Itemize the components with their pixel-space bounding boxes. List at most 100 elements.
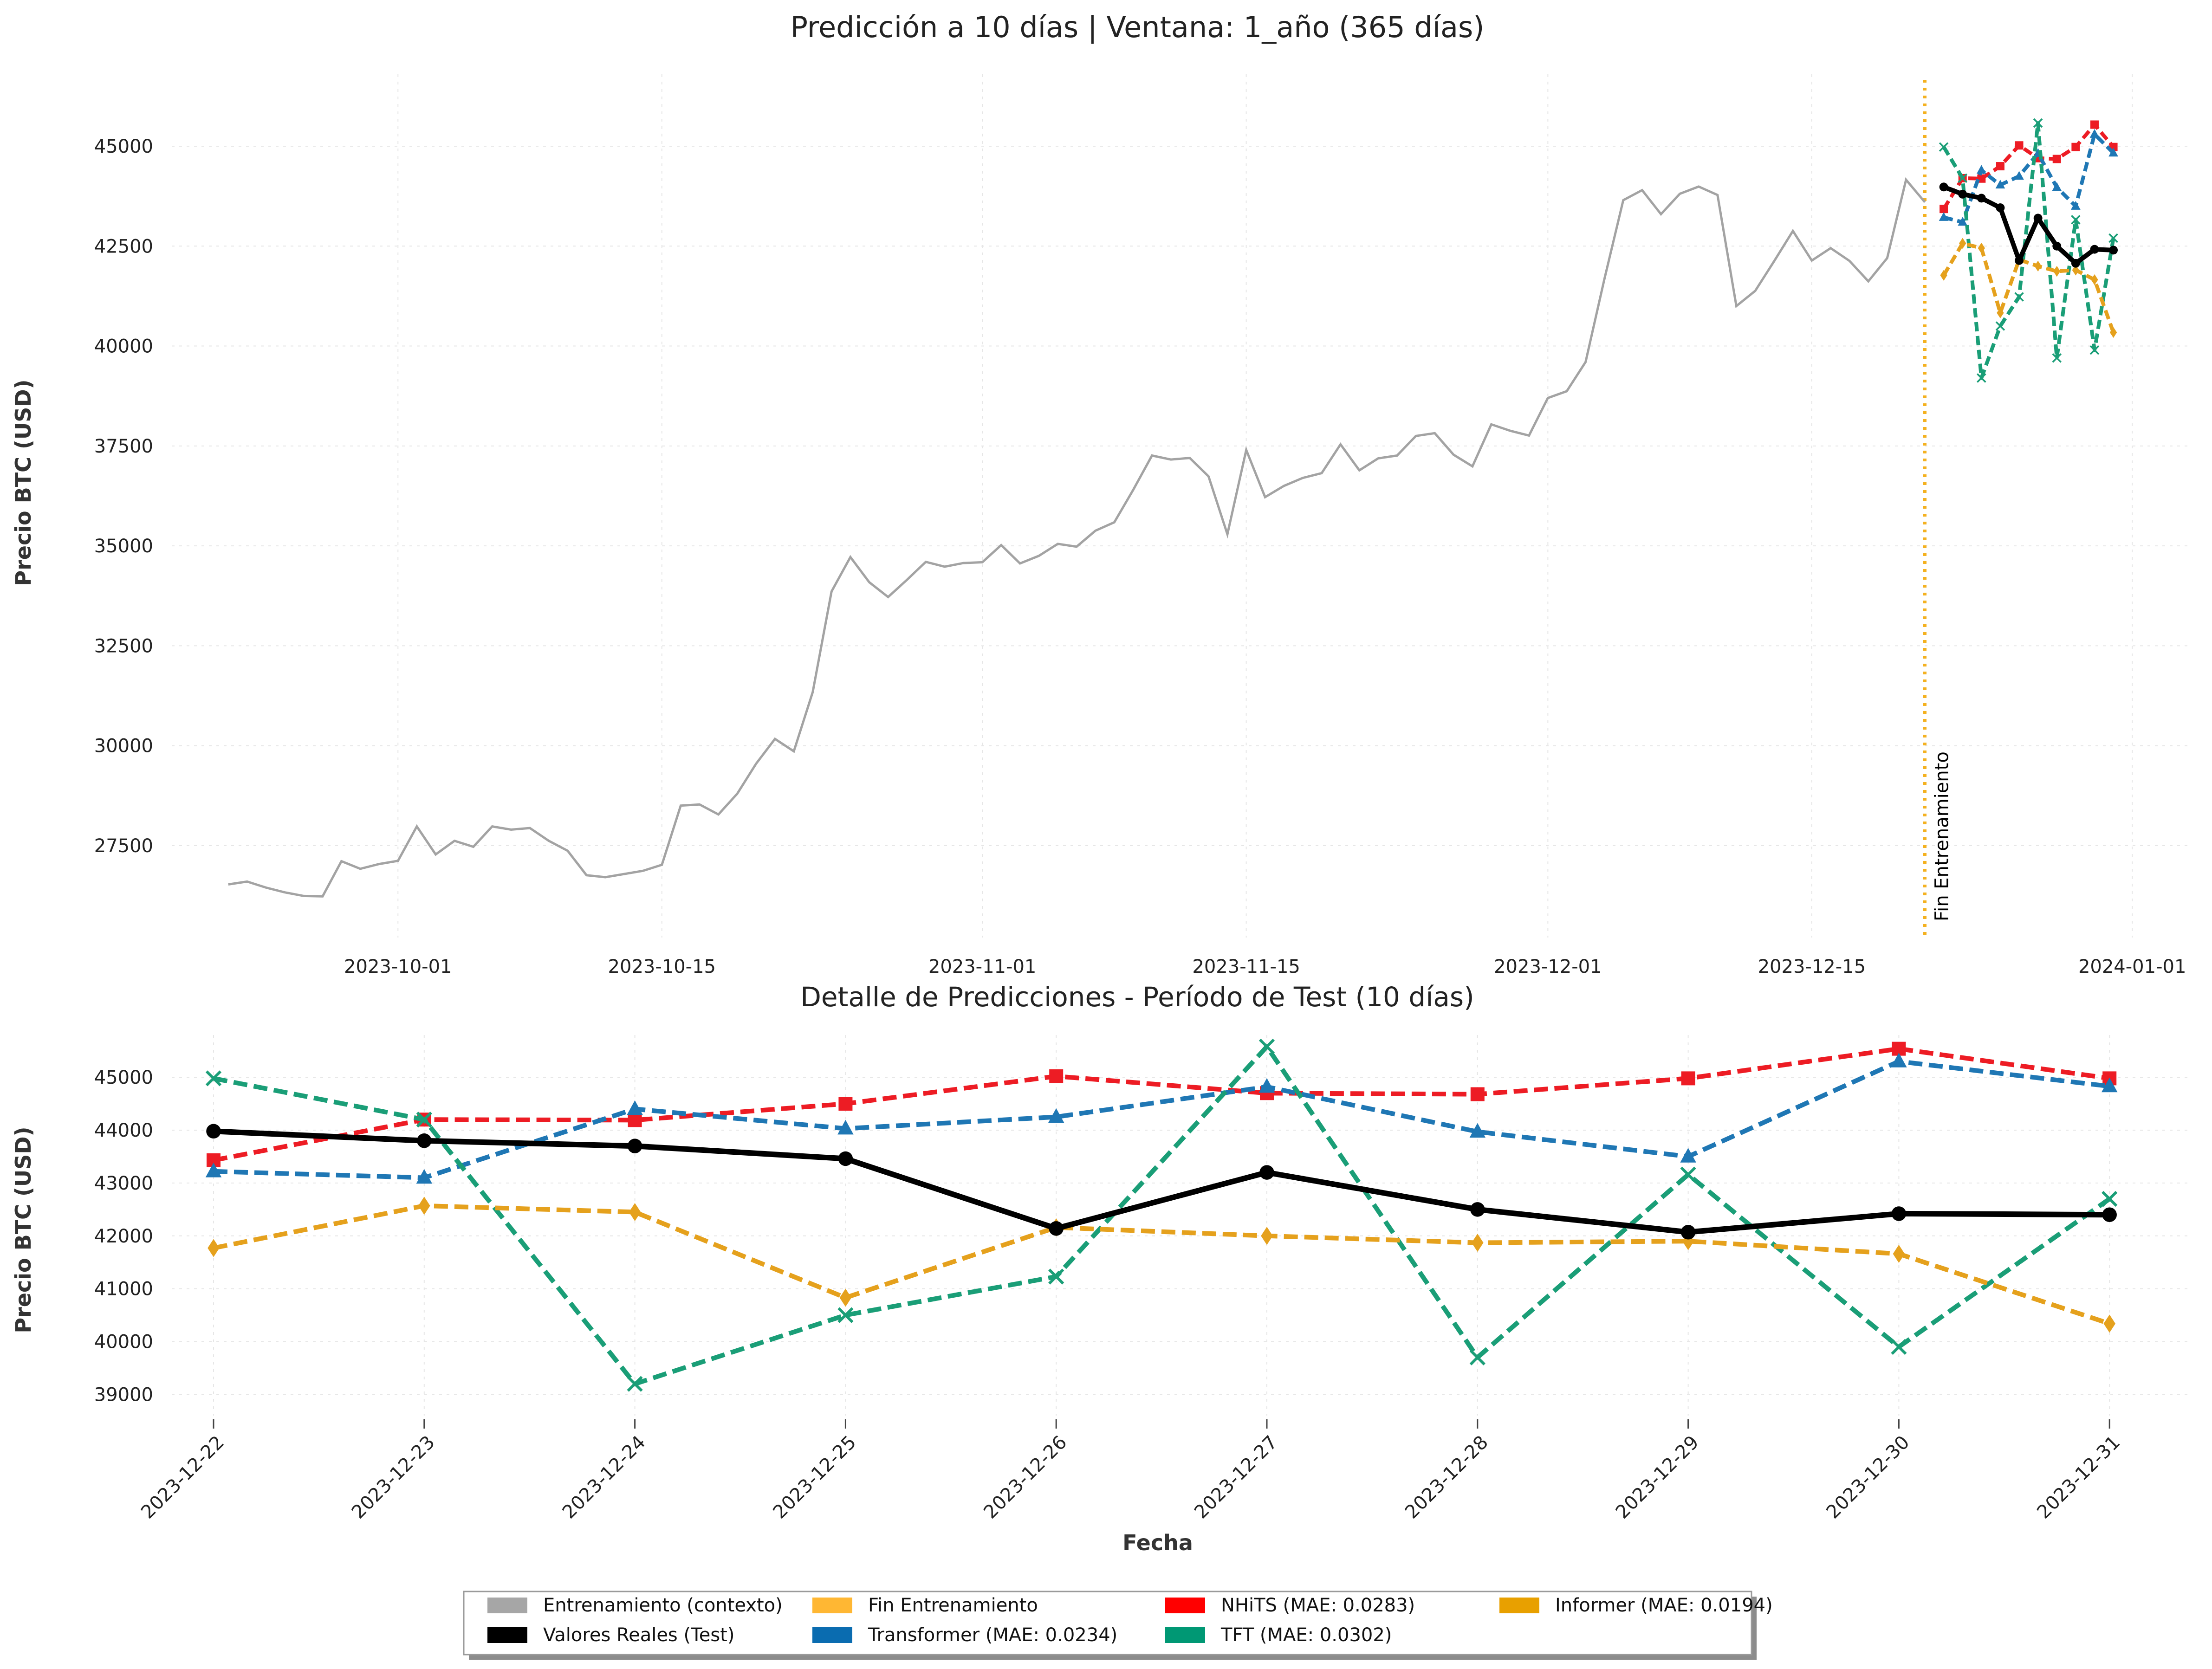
y-tick-label: 37500 — [94, 436, 153, 457]
legend-swatch — [812, 1598, 852, 1613]
series-transformer — [205, 1053, 2118, 1184]
top-series-line-valores — [1943, 185, 2114, 266]
top-point-valores — [2015, 256, 2024, 265]
point-tft — [837, 1307, 854, 1323]
legend-label: NHiTS (MAE: 0.0283) — [1221, 1595, 1415, 1616]
point-tft — [1469, 1349, 1485, 1365]
point-informer — [2103, 1314, 2115, 1333]
point-transformer — [1048, 1108, 1064, 1123]
legend-swatch — [487, 1627, 527, 1643]
point-transformer — [1891, 1053, 1907, 1067]
top-point-tft — [1995, 321, 2005, 331]
top-point-nhits — [2015, 141, 2024, 150]
point-valores — [627, 1139, 642, 1153]
top-point-valores — [1939, 182, 1948, 192]
top-point-nhits — [2052, 155, 2061, 163]
series-tft — [205, 1038, 2118, 1392]
point-informer — [629, 1203, 641, 1222]
top-point-tft — [2108, 233, 2118, 243]
legend: Entrenamiento (contexto) Valores Reales (… — [463, 1591, 1773, 1660]
point-transformer — [1680, 1148, 1696, 1163]
point-transformer — [205, 1163, 222, 1177]
top-point-nhits — [2090, 120, 2099, 129]
top-grid — [172, 74, 2189, 938]
y-tick-label: 45000 — [94, 1067, 153, 1088]
y-tick-label: 45000 — [94, 136, 153, 157]
point-tft — [627, 1376, 643, 1392]
point-transformer — [837, 1119, 854, 1135]
point-nhits — [628, 1113, 642, 1127]
point-nhits — [838, 1097, 853, 1111]
point-valores — [1680, 1225, 1696, 1240]
point-valores — [417, 1133, 432, 1148]
top-point-informer — [2091, 274, 2098, 285]
top-point-valores — [2090, 245, 2099, 254]
point-informer — [1893, 1245, 1905, 1263]
top-point-transformer — [1958, 217, 1968, 226]
top-point-informer — [2053, 265, 2061, 277]
training-end-label: Fin Entrenamiento — [1931, 751, 1953, 921]
top-point-informer — [2109, 327, 2117, 338]
top-point-informer — [1978, 242, 1985, 254]
bottom-y-axis-label: Precio BTC (USD) — [11, 1126, 36, 1333]
bottom-y-ticks: 39000 40000 41000 42000 43000 44000 45000 — [94, 1067, 153, 1405]
x-tick-label: 2023-10-15 — [608, 956, 716, 977]
point-valores — [1049, 1221, 1064, 1236]
top-point-informer — [1959, 238, 1966, 249]
point-valores — [2102, 1207, 2117, 1222]
top-chart-title: Predicción a 10 días | Ventana: 1_año (3… — [791, 10, 1485, 45]
legend-swatch — [1499, 1598, 1539, 1613]
point-informer — [1261, 1227, 1273, 1245]
top-point-informer — [1997, 307, 2004, 318]
top-series-tft — [1939, 118, 2118, 383]
point-transformer — [416, 1169, 433, 1184]
legend-swatch — [812, 1627, 852, 1643]
point-tft — [1258, 1038, 1275, 1055]
point-nhits — [1681, 1071, 1695, 1086]
point-informer — [839, 1288, 852, 1307]
top-point-tft — [1939, 142, 1949, 152]
y-tick-label: 44000 — [94, 1120, 153, 1141]
point-valores — [206, 1124, 221, 1139]
top-point-valores — [2052, 241, 2062, 251]
point-tft — [205, 1070, 222, 1087]
point-informer — [208, 1239, 220, 1257]
top-y-ticks: 27500 30000 32500 35000 37500 40000 42500 45000 — [94, 136, 153, 857]
x-tick-label: 2024-01-01 — [2078, 956, 2186, 977]
top-point-transformer — [2052, 182, 2062, 191]
top-point-transformer — [1939, 212, 1949, 221]
y-tick-label: 30000 — [94, 736, 153, 757]
top-point-valores — [1996, 203, 2005, 213]
series-line-nhits — [213, 1046, 2110, 1163]
top-point-nhits — [2071, 142, 2080, 151]
legend-label: Fin Entrenamiento — [868, 1595, 1038, 1616]
top-point-valores — [2033, 213, 2043, 223]
series-line-transformer — [213, 1059, 2110, 1180]
top-series-line-informer — [1942, 241, 2115, 333]
top-point-transformer — [1995, 180, 2005, 189]
x-tick-label: 2023-11-15 — [1192, 956, 1300, 977]
y-tick-label: 40000 — [94, 336, 153, 357]
top-point-valores — [1977, 194, 1986, 203]
point-valores — [1259, 1165, 1274, 1180]
top-x-ticks: 2023-10-01 2023-10-15 2023-11-01 2023-11-15… — [344, 956, 2186, 977]
point-informer — [1472, 1234, 1484, 1252]
y-tick-label: 43000 — [94, 1173, 153, 1194]
legend-box — [463, 1591, 1752, 1656]
series-line-informer — [213, 1203, 2110, 1326]
y-tick-label: 35000 — [94, 536, 153, 557]
top-point-tft — [1977, 373, 1986, 383]
top-point-valores — [2071, 259, 2080, 268]
point-tft — [416, 1112, 432, 1128]
point-tft — [1891, 1339, 1907, 1355]
y-tick-label: 27500 — [94, 835, 153, 857]
point-transformer — [2101, 1077, 2118, 1093]
point-informer — [418, 1197, 430, 1215]
top-series-line-nhits — [1942, 123, 2115, 210]
top-point-informer — [2034, 260, 2042, 272]
y-tick-label: 39000 — [94, 1384, 153, 1405]
top-point-informer — [1940, 270, 1947, 281]
top-point-valores — [2109, 246, 2118, 255]
top-point-tft — [2071, 215, 2081, 225]
y-tick-label: 41000 — [94, 1279, 153, 1300]
